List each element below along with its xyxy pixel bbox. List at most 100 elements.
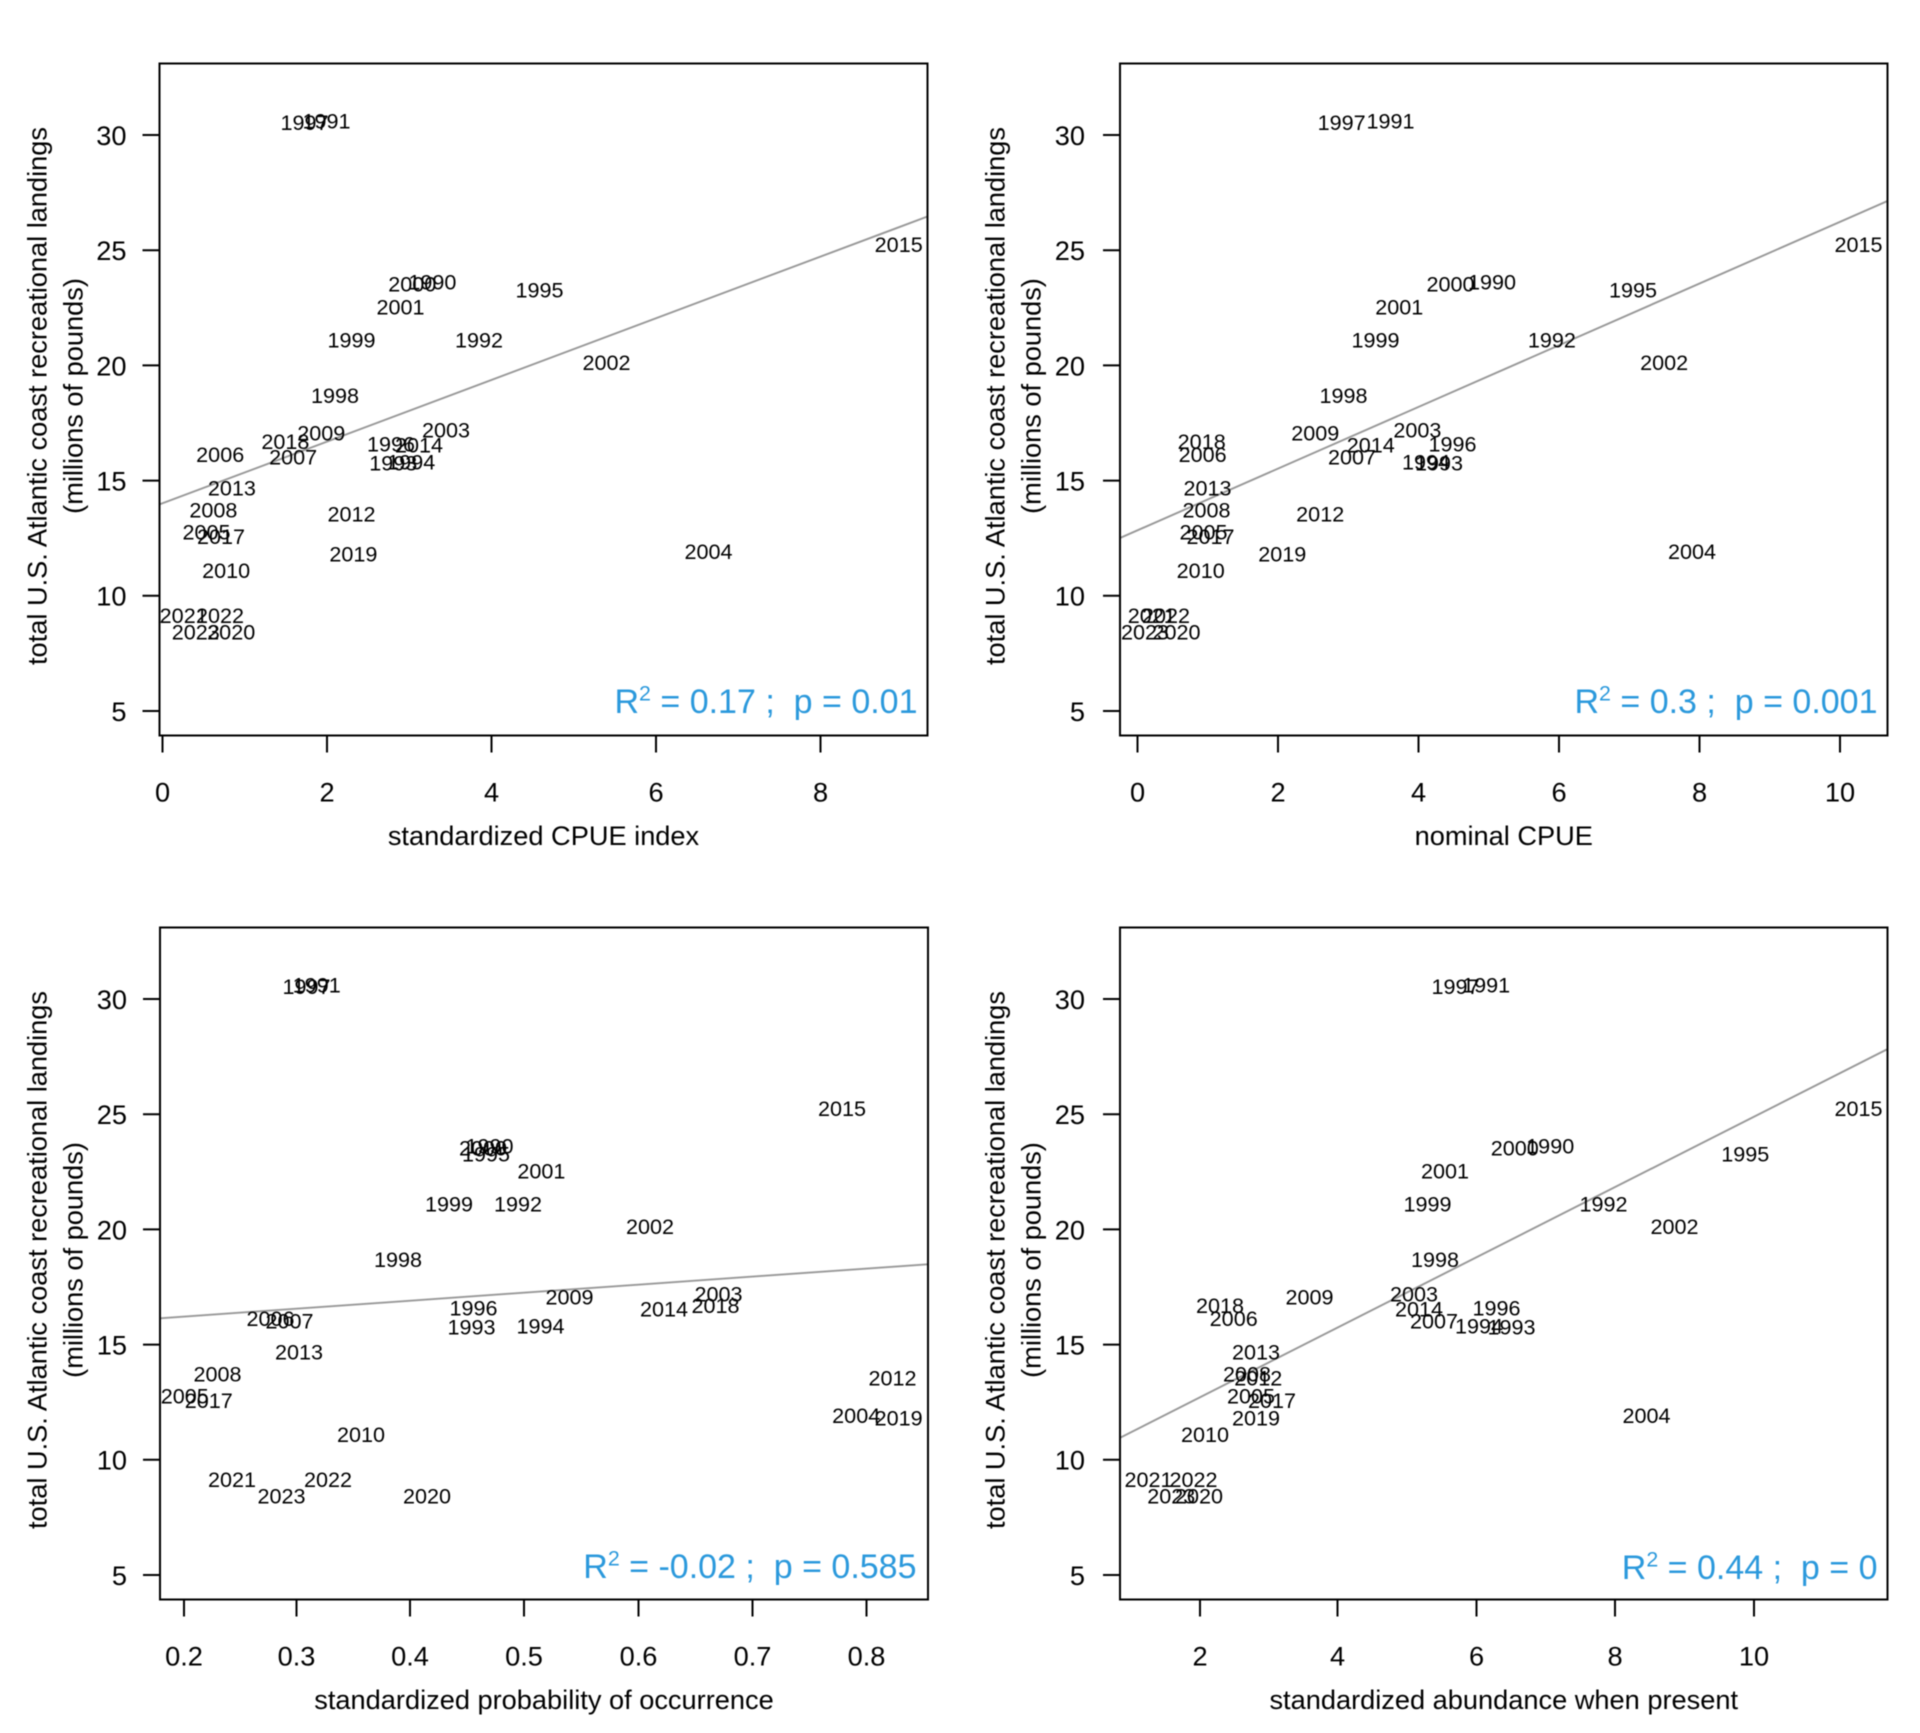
svg-text:1998: 1998	[374, 1247, 422, 1272]
svg-text:0.6: 0.6	[620, 1641, 658, 1672]
svg-text:2001: 2001	[1375, 294, 1423, 319]
svg-text:2020: 2020	[403, 1483, 451, 1508]
svg-text:2017: 2017	[185, 1388, 233, 1413]
svg-text:10: 10	[97, 1445, 127, 1476]
svg-text:2018: 2018	[1178, 429, 1226, 454]
svg-text:2023: 2023	[1121, 619, 1169, 644]
svg-text:2019: 2019	[329, 542, 377, 567]
svg-text:2022: 2022	[196, 603, 244, 628]
svg-text:2009: 2009	[297, 420, 345, 445]
svg-text:5: 5	[112, 1560, 127, 1591]
svg-text:2005: 2005	[1179, 519, 1227, 544]
svg-text:2023: 2023	[1147, 1483, 1195, 1508]
svg-text:10: 10	[1739, 1641, 1769, 1672]
svg-text:0.2: 0.2	[165, 1641, 203, 1672]
svg-text:standardized CPUE index: standardized CPUE index	[388, 820, 700, 851]
svg-text:2009: 2009	[1291, 420, 1339, 445]
svg-text:1991: 1991	[1462, 972, 1510, 997]
svg-text:4: 4	[1411, 777, 1426, 808]
svg-text:15: 15	[1055, 1330, 1085, 1361]
svg-text:1995: 1995	[1609, 277, 1657, 302]
svg-text:2015: 2015	[1834, 232, 1882, 257]
svg-text:1995: 1995	[515, 277, 563, 302]
svg-text:2003: 2003	[422, 417, 470, 442]
svg-text:25: 25	[96, 235, 126, 266]
svg-text:1997: 1997	[1431, 974, 1479, 999]
svg-text:8: 8	[1607, 1641, 1622, 1672]
svg-text:1996: 1996	[1428, 431, 1476, 456]
svg-text:2010: 2010	[337, 1422, 385, 1447]
svg-text:2003: 2003	[1393, 417, 1441, 442]
svg-text:1993: 1993	[1487, 1314, 1535, 1339]
svg-text:2017: 2017	[197, 524, 245, 549]
svg-text:5: 5	[111, 696, 126, 727]
svg-text:2012: 2012	[1234, 1365, 1282, 1390]
svg-text:2015: 2015	[1834, 1096, 1882, 1121]
svg-text:R2​ = -0.02 ; p = 0.585: R2​ = -0.02 ; p = 0.585	[583, 1546, 916, 1586]
svg-text:2005: 2005	[182, 519, 230, 544]
svg-text:1993: 1993	[369, 450, 417, 475]
svg-text:5: 5	[1070, 696, 1085, 727]
svg-text:2010: 2010	[202, 558, 250, 583]
svg-text:1996: 1996	[449, 1295, 497, 1320]
svg-text:6: 6	[1469, 1641, 1484, 1672]
svg-text:1994: 1994	[516, 1313, 564, 1338]
svg-text:2019: 2019	[1258, 542, 1306, 567]
svg-text:1997: 1997	[280, 110, 328, 135]
svg-text:2017: 2017	[1248, 1388, 1296, 1413]
svg-text:R2​ = 0.17 ; p = 0.01: R2​ = 0.17 ; p = 0.01	[614, 681, 917, 721]
svg-text:2002: 2002	[626, 1214, 674, 1239]
svg-text:(millions of pounds): (millions of pounds)	[1015, 278, 1046, 514]
svg-text:2023: 2023	[172, 619, 220, 644]
svg-text:1995: 1995	[1721, 1141, 1769, 1166]
svg-text:(millions of pounds): (millions of pounds)	[1015, 1142, 1046, 1378]
svg-text:1994: 1994	[1455, 1313, 1503, 1338]
svg-text:4: 4	[484, 777, 499, 808]
svg-text:2003: 2003	[1390, 1281, 1438, 1306]
svg-text:2009: 2009	[545, 1284, 593, 1309]
svg-text:1997: 1997	[282, 974, 330, 999]
svg-text:2008: 2008	[189, 497, 237, 522]
svg-text:30: 30	[1055, 984, 1085, 1015]
svg-text:2018: 2018	[1196, 1293, 1244, 1318]
svg-text:15: 15	[97, 1330, 127, 1361]
svg-text:2004: 2004	[1622, 1403, 1670, 1428]
svg-text:2020: 2020	[207, 619, 255, 644]
svg-text:2001: 2001	[1421, 1158, 1469, 1183]
svg-text:2014: 2014	[640, 1296, 688, 1321]
svg-text:20: 20	[97, 1214, 127, 1245]
svg-text:2022: 2022	[304, 1467, 352, 1492]
svg-text:1991: 1991	[302, 108, 350, 133]
svg-text:8: 8	[1692, 777, 1707, 808]
svg-text:20: 20	[1055, 350, 1085, 381]
svg-text:2001: 2001	[376, 294, 424, 319]
svg-text:2: 2	[1270, 777, 1285, 808]
svg-text:2002: 2002	[1650, 1214, 1698, 1239]
svg-text:1997: 1997	[1318, 110, 1366, 135]
svg-text:1994: 1994	[1402, 449, 1450, 474]
svg-text:1990: 1990	[1526, 1133, 1574, 1158]
svg-text:0.3: 0.3	[278, 1641, 316, 1672]
svg-text:2015: 2015	[818, 1096, 866, 1121]
svg-text:1992: 1992	[1579, 1191, 1627, 1216]
svg-text:standardized abundance when pr: standardized abundance when present	[1269, 1684, 1738, 1715]
svg-text:2012: 2012	[868, 1365, 916, 1390]
svg-text:2000: 2000	[388, 271, 436, 296]
svg-text:nominal CPUE: nominal CPUE	[1415, 820, 1593, 851]
svg-text:1999: 1999	[1351, 327, 1399, 352]
svg-text:2014: 2014	[1395, 1296, 1443, 1321]
svg-text:20: 20	[1055, 1214, 1085, 1245]
svg-text:2: 2	[1192, 1641, 1207, 1672]
svg-text:2021: 2021	[160, 603, 208, 628]
svg-text:1993: 1993	[447, 1314, 495, 1339]
svg-text:2021: 2021	[208, 1467, 256, 1492]
svg-text:1990: 1990	[1468, 269, 1516, 294]
svg-text:total U.S. Atlantic coast recr: total U.S. Atlantic coast recreational l…	[979, 127, 1010, 665]
svg-text:30: 30	[1055, 120, 1085, 151]
svg-text:2002: 2002	[582, 350, 630, 375]
svg-text:5: 5	[1070, 1560, 1085, 1591]
svg-text:2019: 2019	[875, 1406, 923, 1431]
svg-text:2023: 2023	[257, 1483, 305, 1508]
svg-text:2005: 2005	[1227, 1383, 1275, 1408]
svg-text:1999: 1999	[425, 1191, 473, 1216]
